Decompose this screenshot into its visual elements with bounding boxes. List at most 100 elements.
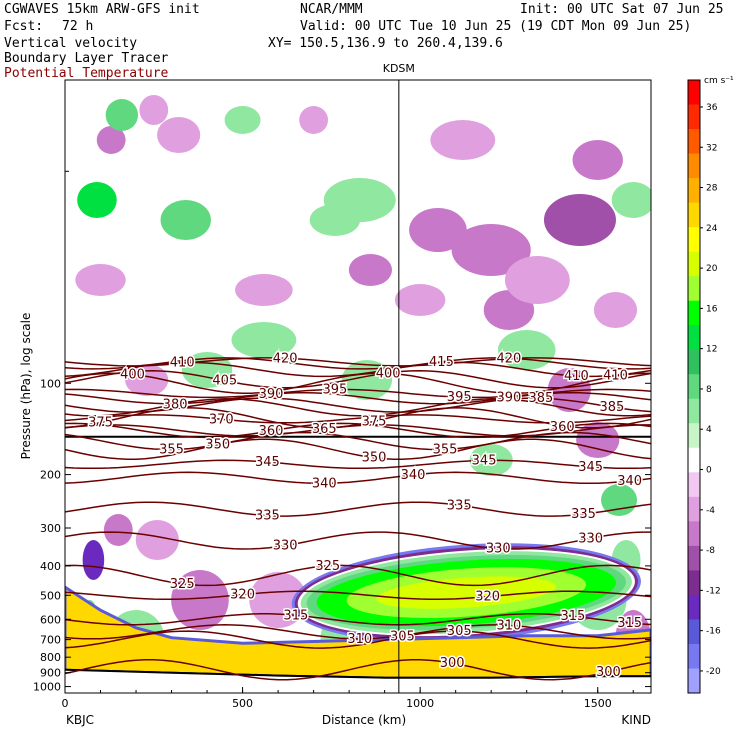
theta-label-375: 375: [88, 416, 113, 431]
colorbar-swatch: [688, 472, 700, 498]
theta-label-315: 315: [560, 609, 585, 624]
velocity-cell: [348, 254, 393, 286]
init-time: Init: 00 UTC Sat 07 Jun 25: [520, 2, 724, 17]
theta-contour-395: [65, 388, 651, 399]
velocity-cell: [157, 117, 201, 153]
y-axis-title: Pressure (hPa), log scale: [19, 313, 33, 460]
x-tick-label: 1000: [406, 697, 434, 710]
y-tick-label: 400: [40, 560, 61, 573]
theta-label-390: 390: [497, 391, 522, 406]
theta-label-345: 345: [472, 453, 497, 468]
y-tick-label: 800: [40, 651, 61, 664]
field-boundary-layer-tracer: Boundary Layer Tracer: [4, 51, 169, 66]
y-tick-label: 700: [40, 634, 61, 647]
theta-contour-335: [65, 501, 651, 517]
theta-label-350: 350: [362, 451, 387, 466]
velocity-cell: [105, 99, 139, 131]
velocity-cell: [224, 106, 261, 134]
colorbar-tick-label: -20: [706, 667, 721, 677]
cross-section-endpoints: XY= 150.5,136.9 to 260.4,139.6: [268, 36, 503, 51]
colorbar-swatch: [688, 153, 700, 179]
colorbar-swatch: [688, 545, 700, 571]
colorbar: 36 32 28 24 20 16 12 8 4 0 -4 -8 -12 -16 -20: [687, 79, 721, 694]
velocity-cell: [77, 182, 117, 218]
colorbar-tick-label: 4: [706, 425, 712, 435]
colorbar-swatch: [688, 423, 700, 449]
colorbar-swatch: [688, 80, 700, 106]
colorbar-swatch: [688, 325, 700, 351]
velocity-cell: [139, 95, 169, 125]
colorbar-swatch: [688, 129, 700, 155]
y-tick-label: 1000: [33, 681, 61, 694]
velocity-cell: [299, 106, 329, 134]
theta-label-415: 415: [429, 355, 454, 370]
x-tick-label: 500: [232, 697, 253, 710]
colorbar-swatch: [688, 594, 700, 620]
y-tick-label: 600: [40, 613, 61, 626]
velocity-cell: [430, 120, 496, 160]
colorbar-swatch: [688, 251, 700, 277]
theta-label-325: 325: [170, 577, 195, 592]
velocity-cell: [394, 284, 446, 316]
colorbar-swatch: [688, 643, 700, 669]
velocity-cell: [160, 200, 211, 240]
colorbar-frame: [687, 79, 701, 694]
colorbar-tick-label: 8: [706, 385, 712, 395]
colorbar-swatch: [688, 447, 700, 473]
velocity-cell: [135, 520, 179, 560]
theta-label-410: 410: [170, 356, 195, 371]
theta-contour-300: [65, 659, 651, 681]
potential-temperature-contours: [65, 80, 651, 693]
theta-contour-380: [65, 398, 651, 417]
theta-contour-340: [65, 471, 651, 485]
colorbar-tick-label: 16: [706, 304, 718, 314]
theta-label-345: 345: [578, 460, 603, 475]
colorbar-tick-label: 28: [706, 184, 718, 194]
theta-label-390: 390: [259, 387, 284, 402]
theta-label-310: 310: [497, 618, 522, 633]
boundary-layer-tracer: [65, 585, 651, 693]
axes: 0 500 1000 15001002003004005006007008009001…: [33, 79, 651, 710]
theta-contour-360: [65, 422, 651, 439]
terrain-outline: [65, 668, 651, 679]
colorbar-tick-label: 0: [706, 466, 712, 476]
x-axis-title: Distance (km): [322, 713, 406, 727]
velocity-cell: [451, 224, 531, 276]
theta-label-370: 370: [209, 412, 234, 427]
colorbar-tick-label: -16: [706, 627, 721, 637]
colorbar-swatch: [688, 349, 700, 375]
colorbar-swatch: [688, 570, 700, 596]
velocity-cell: [611, 182, 651, 218]
theta-contour-305: [65, 630, 651, 649]
theta-contour-320: [65, 590, 651, 601]
velocity-cell: [82, 540, 105, 580]
theta-contour-355: [65, 431, 651, 451]
theta-label-300: 300: [596, 665, 621, 680]
theta-label-300: 300: [440, 656, 465, 671]
colorbar-swatch: [688, 276, 700, 302]
colorbar-tick-label: 24: [706, 224, 718, 234]
theta-label-395: 395: [447, 390, 472, 405]
theta-label-405: 405: [212, 374, 237, 389]
velocity-cell: [593, 292, 638, 328]
velocity-cell: [576, 422, 620, 458]
velocity-cell: [497, 330, 556, 370]
theta-label-340: 340: [312, 476, 337, 491]
colorbar-unit: cm s⁻¹: [704, 76, 734, 86]
theta-contour-405: [65, 370, 651, 389]
y-tick-label: 200: [40, 469, 61, 482]
theta-contour-390: [65, 391, 651, 405]
left-station-label: KBJC: [66, 713, 94, 727]
updraft-contour: [376, 576, 557, 609]
theta-contour-420: [65, 357, 651, 367]
colorbar-swatch: [688, 178, 700, 204]
station-marker-label: KDSM: [383, 62, 415, 75]
velocity-cell: [409, 208, 467, 252]
y-tick-label: 100: [40, 377, 61, 390]
forecast-label: Fcst:: [4, 19, 44, 34]
colorbar-swatch: [688, 202, 700, 228]
colorbar-tick-label: 12: [706, 345, 717, 355]
theta-label-355: 355: [159, 442, 184, 457]
theta-label-335: 335: [447, 498, 472, 513]
theta-label-410: 410: [564, 369, 589, 384]
